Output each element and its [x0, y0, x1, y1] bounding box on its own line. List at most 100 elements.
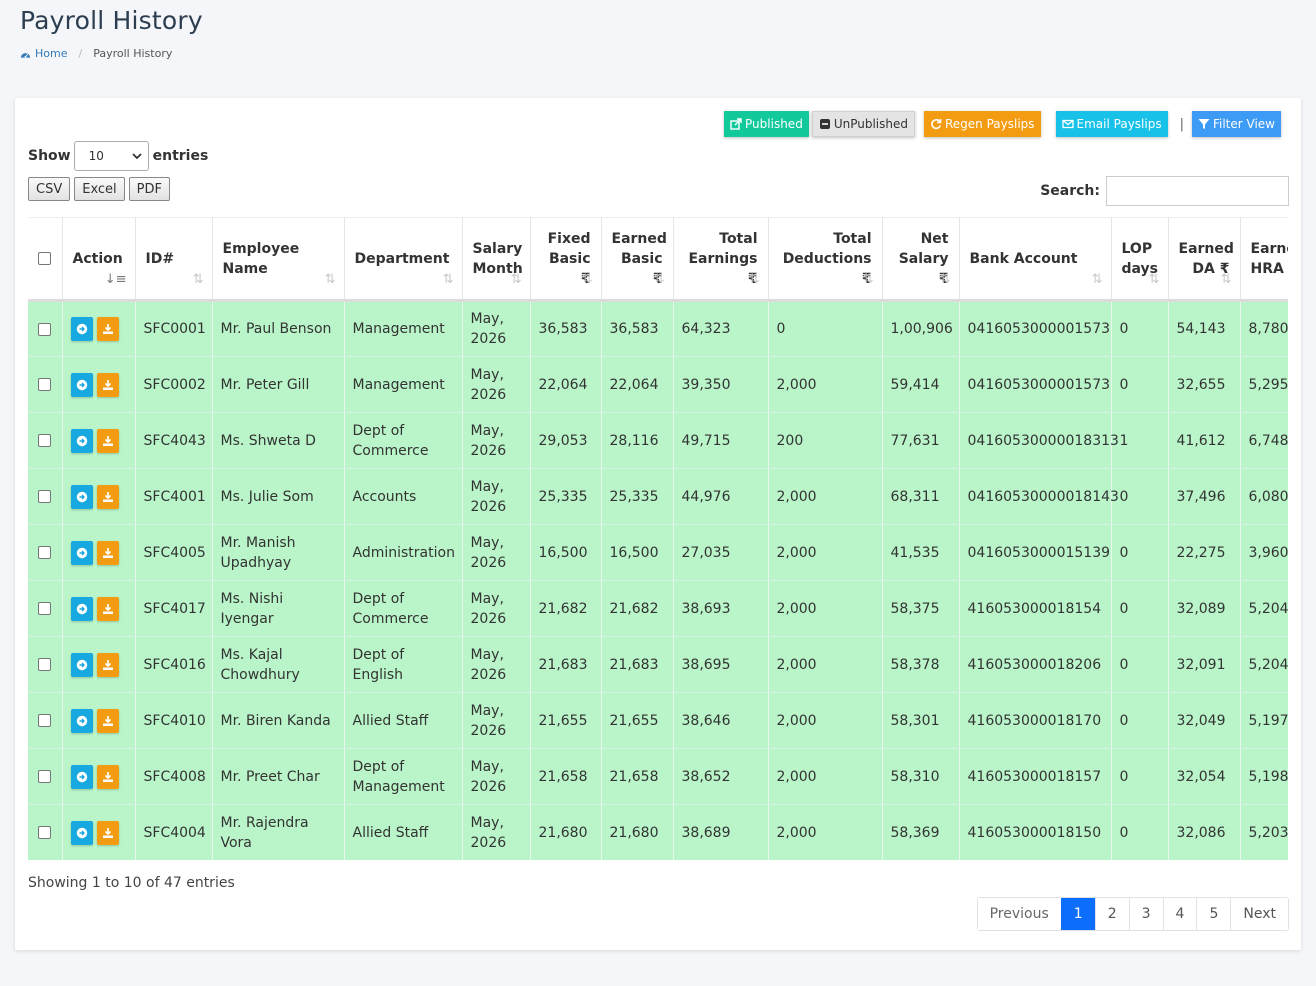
filter-view-button[interactable]: Filter View: [1191, 111, 1281, 137]
cell-department: Accounts: [344, 468, 463, 525]
row-checkbox[interactable]: [38, 434, 52, 447]
page-title: Payroll History: [20, 6, 203, 35]
length-control: Show 10 entries: [28, 141, 208, 171]
view-payslip-button[interactable]: [70, 820, 93, 845]
refresh-icon: [931, 119, 942, 130]
table-row: SFC4005 Mr. Manish Upadhyay Administration…: [28, 524, 1288, 581]
view-payslip-button[interactable]: [70, 372, 93, 397]
download-payslip-button[interactable]: [96, 428, 119, 453]
cell-earned-basic: 36,583: [601, 300, 674, 357]
download-payslip-button[interactable]: [96, 317, 119, 341]
col-earned-hra[interactable]: Earne HRA: [1240, 217, 1288, 302]
download-payslip-button[interactable]: [96, 820, 119, 845]
cell-bank-account: 416053000018150: [959, 804, 1112, 860]
col-earned-basic[interactable]: Earned Basic ₹ ⇅: [601, 217, 674, 302]
row-checkbox[interactable]: [38, 322, 52, 336]
view-payslip-button[interactable]: [70, 317, 93, 341]
download-payslip-button[interactable]: [96, 540, 119, 565]
breadcrumb-home[interactable]: Home: [20, 47, 67, 60]
row-select-cell: [28, 692, 63, 749]
col-earned-da[interactable]: Earned DA ₹ ⇅: [1168, 217, 1241, 302]
cell-earned-basic: 21,682: [601, 580, 674, 637]
col-bank-account[interactable]: Bank Account ⇅: [959, 217, 1112, 302]
col-total-earnings-label2: Earnings ₹: [688, 250, 758, 287]
view-payslip-button[interactable]: [70, 540, 93, 565]
col-action[interactable]: Action ↓≡: [62, 217, 136, 302]
cell-total-deductions: 0: [768, 300, 883, 357]
view-payslip-button[interactable]: [70, 596, 93, 621]
next-button[interactable]: Next: [1230, 898, 1288, 930]
col-total-deductions[interactable]: Total Deductions ₹ ⇅: [768, 217, 883, 302]
page-1-button[interactable]: 1: [1060, 898, 1095, 930]
cell-salary-month: May, 2026: [462, 804, 531, 860]
row-checkbox[interactable]: [38, 490, 52, 503]
page-3-button[interactable]: 3: [1128, 898, 1163, 930]
row-checkbox[interactable]: [38, 658, 52, 671]
cell-total-earnings: 64,323: [673, 300, 769, 357]
entries-select[interactable]: 10: [73, 141, 149, 171]
filter-icon: [1198, 119, 1210, 129]
arrow-circle-right-icon: [76, 827, 87, 838]
regen-payslips-button[interactable]: Regen Payslips: [923, 111, 1041, 137]
select-all-checkbox[interactable]: [38, 252, 52, 265]
row-checkbox[interactable]: [38, 602, 52, 615]
col-id[interactable]: ID# ⇅: [135, 217, 213, 302]
col-department[interactable]: Department ⇅: [344, 217, 463, 302]
page-2-button[interactable]: 2: [1094, 898, 1129, 930]
breadcrumb: Home / Payroll History: [20, 47, 172, 60]
download-payslip-button[interactable]: [96, 652, 119, 677]
download-payslip-button[interactable]: [96, 596, 119, 621]
published-button[interactable]: Published: [724, 111, 809, 137]
col-employee-name[interactable]: Employee Name ⇅: [212, 217, 345, 302]
table-row: SFC4043 Ms. Shweta D Dept of Commerce May, …: [28, 412, 1288, 469]
previous-button[interactable]: Previous: [977, 898, 1061, 930]
table-row: SFC0001 Mr. Paul Benson Management May, 202…: [28, 300, 1288, 357]
col-net-label2: Salary ₹: [898, 250, 949, 287]
view-payslip-button[interactable]: [70, 764, 93, 789]
cell-earned-basic: 21,655: [601, 692, 674, 749]
csv-button[interactable]: CSV: [28, 177, 71, 201]
email-payslips-button[interactable]: Email Payslips: [1055, 111, 1168, 137]
view-payslip-button[interactable]: [70, 484, 93, 509]
unpublished-button[interactable]: UnPublished: [811, 111, 915, 137]
col-total-earnings[interactable]: Total Earnings ₹ ⇅: [673, 217, 769, 302]
email-label: Email Payslips: [1076, 117, 1162, 131]
page-4-button[interactable]: 4: [1162, 898, 1197, 930]
view-payslip-button[interactable]: [70, 428, 93, 453]
row-checkbox[interactable]: [38, 714, 52, 727]
cell-salary-month: May, 2026: [462, 748, 531, 805]
envelope-icon: [1061, 119, 1074, 129]
sort-icon: ⇅: [1148, 272, 1160, 287]
table-row: SFC0002 Mr. Peter Gill Management May, 2026…: [28, 356, 1288, 413]
view-payslip-button[interactable]: [70, 708, 93, 733]
row-checkbox[interactable]: [38, 546, 52, 559]
row-checkbox[interactable]: [38, 770, 52, 783]
page-5-button[interactable]: 5: [1196, 898, 1231, 930]
cell-earned-hra: 8,780: [1240, 300, 1288, 357]
col-lop-days[interactable]: LOP days ⇅: [1111, 217, 1169, 302]
search-control: Search:: [1040, 176, 1289, 206]
col-net-salary[interactable]: Net Salary ₹ ⇅: [882, 217, 960, 302]
cell-bank-account: 416053000018170: [959, 692, 1112, 749]
cell-earned-basic: 16,500: [601, 524, 674, 581]
download-payslip-button[interactable]: [96, 708, 119, 733]
search-input[interactable]: [1106, 176, 1289, 206]
download-payslip-button[interactable]: [96, 764, 119, 789]
arrow-circle-right-icon: [76, 323, 87, 335]
excel-button[interactable]: Excel: [74, 177, 125, 201]
col-salary-month[interactable]: Salary Month ⇅: [462, 217, 531, 302]
row-select-cell: [28, 300, 63, 357]
cell-total-deductions: 2,000: [768, 636, 883, 693]
table-container: Action ↓≡ ID# ⇅ Employee Name ⇅ Department ⇅ …: [28, 217, 1288, 860]
cell-department: Dept of English: [344, 636, 463, 693]
col-fixed-basic[interactable]: Fixed Basic ₹ ⇅: [530, 217, 602, 302]
row-checkbox[interactable]: [38, 826, 52, 839]
download-payslip-button[interactable]: [96, 484, 119, 509]
download-payslip-button[interactable]: [96, 372, 119, 397]
view-payslip-button[interactable]: [70, 652, 93, 677]
cell-id: SFC4008: [135, 748, 213, 805]
pdf-button[interactable]: PDF: [128, 177, 170, 201]
row-select-cell: [28, 636, 63, 693]
cell-net-salary: 58,375: [882, 580, 960, 637]
row-checkbox[interactable]: [38, 378, 52, 391]
